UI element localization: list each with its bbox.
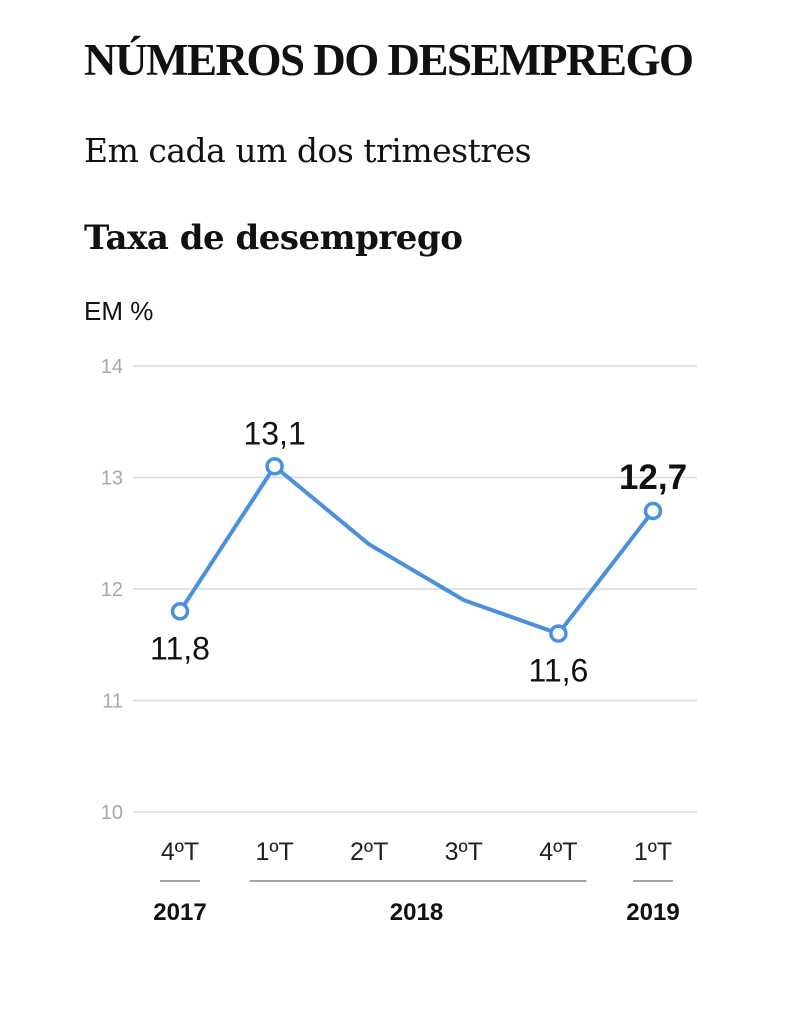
chart-title: Taxa de desemprego: [84, 218, 463, 258]
x-tick-label: 4ºT: [161, 838, 199, 866]
year-label: 2017: [153, 899, 206, 926]
year-groups: 2017 2018 2019: [153, 880, 680, 926]
x-tick-label: 3ºT: [445, 838, 483, 866]
y-tick-label: 13: [101, 468, 123, 490]
x-tick-label: 1ºT: [634, 838, 672, 866]
y-tick-label: 12: [101, 579, 123, 601]
y-tick-label: 11: [102, 691, 123, 713]
data-label: 11,6: [528, 653, 588, 689]
data-label: 11,8: [150, 630, 210, 666]
x-tick-label: 1ºT: [255, 838, 293, 866]
page-title: NÚMEROS DO DESEMPREGO: [84, 35, 694, 85]
year-label: 2018: [390, 899, 443, 926]
y-tick-label: 10: [101, 802, 123, 824]
year-label: 2019: [626, 899, 679, 926]
y-tick-label: 14: [101, 356, 123, 378]
series-line-layer: [178, 464, 655, 636]
y-axis-ticks: 10 11 12 13 14: [101, 356, 123, 824]
data-markers: [170, 457, 663, 643]
x-tick-label: 4ºT: [539, 838, 577, 866]
data-point-marker: [170, 602, 190, 621]
x-axis-ticks: 4ºT 1ºT 2ºT 3ºT 4ºT 1ºT: [161, 838, 672, 866]
data-point-marker: [265, 457, 284, 476]
data-label: 13,1: [243, 415, 305, 451]
data-point-marker: [549, 624, 568, 643]
y-axis-unit-label: EM %: [84, 296, 154, 326]
data-label: 12,7: [619, 458, 687, 497]
series-line: [178, 464, 655, 636]
data-point-marker: [643, 501, 663, 521]
page-subtitle: Em cada um dos trimestres: [84, 131, 532, 170]
x-tick-label: 2ºT: [350, 838, 388, 866]
grid-lines: [133, 365, 697, 813]
data-labels: 11,8 13,1 11,6 12,7: [150, 415, 687, 688]
